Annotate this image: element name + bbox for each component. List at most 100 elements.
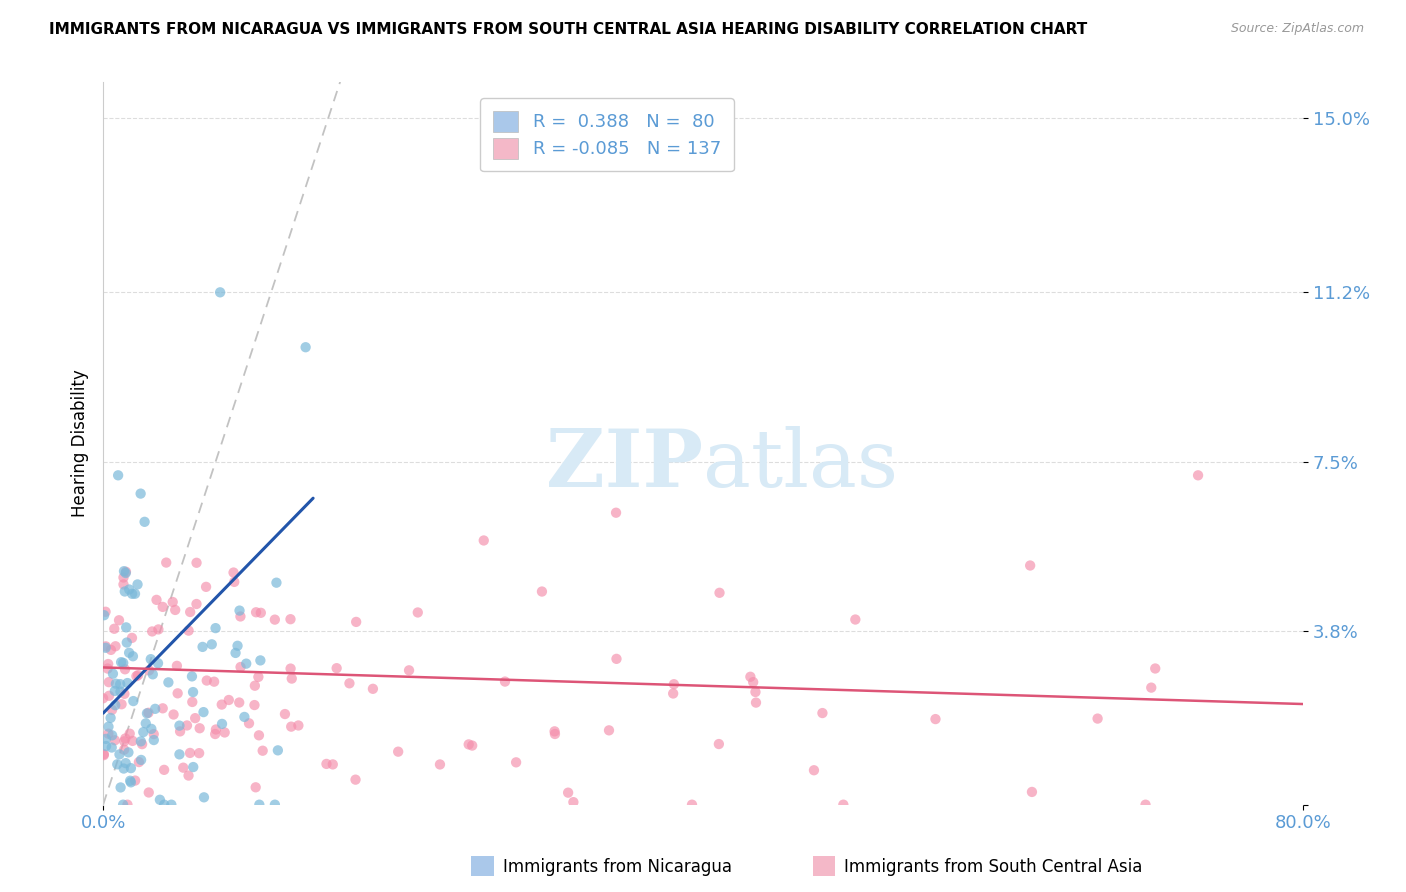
Point: [139, 652, 162, 666]
Point: [598, 723, 620, 738]
Point: [146, 657, 169, 671]
Point: [97, 662, 120, 676]
Point: [114, 566, 136, 580]
Point: [169, 718, 191, 732]
Point: [243, 679, 266, 693]
Point: [127, 577, 149, 591]
Point: [120, 775, 142, 789]
Point: [97, 657, 120, 671]
Point: [142, 667, 165, 681]
Point: [91, 691, 114, 706]
Point: [179, 746, 201, 760]
Point: [169, 724, 191, 739]
Point: [94, 739, 117, 753]
Point: [122, 694, 145, 708]
Point: [138, 706, 160, 720]
Point: [105, 757, 128, 772]
Point: [267, 743, 290, 757]
Point: [287, 718, 309, 732]
Point: [233, 710, 256, 724]
Point: [274, 706, 297, 721]
Point: [118, 582, 141, 597]
Point: [681, 797, 703, 812]
Point: [188, 746, 211, 760]
Point: [141, 624, 163, 639]
Point: [143, 702, 166, 716]
Point: [226, 639, 249, 653]
Point: [122, 649, 145, 664]
Point: [100, 740, 122, 755]
Point: [149, 793, 172, 807]
Point: [97, 675, 120, 690]
Point: [100, 643, 122, 657]
Point: [247, 797, 270, 812]
Point: [1019, 558, 1042, 573]
Point: [172, 761, 194, 775]
Point: [93, 747, 115, 761]
Point: [120, 761, 142, 775]
Point: [94, 731, 117, 746]
Point: [229, 609, 252, 624]
Point: [709, 586, 731, 600]
Point: [136, 706, 159, 721]
Point: [494, 674, 516, 689]
Point: [235, 657, 257, 671]
Point: [181, 669, 204, 683]
Point: [211, 698, 233, 712]
Point: [924, 712, 946, 726]
Point: [280, 612, 302, 626]
Point: [112, 656, 135, 670]
Point: [832, 797, 855, 812]
Text: IMMIGRANTS FROM NICARAGUA VS IMMIGRANTS FROM SOUTH CENTRAL ASIA HEARING DISABILI: IMMIGRANTS FROM NICARAGUA VS IMMIGRANTS …: [49, 22, 1087, 37]
Point: [740, 670, 762, 684]
Text: Immigrants from South Central Asia: Immigrants from South Central Asia: [844, 858, 1142, 876]
Point: [110, 655, 132, 669]
Point: [104, 684, 127, 698]
Point: [803, 764, 825, 778]
Point: [135, 716, 157, 731]
Point: [110, 698, 132, 712]
Point: [742, 675, 765, 690]
Point: [844, 613, 866, 627]
Point: [98, 689, 121, 703]
Point: [249, 653, 271, 667]
Point: [121, 734, 143, 748]
Point: [129, 486, 152, 500]
Text: Immigrants from Nicaragua: Immigrants from Nicaragua: [503, 858, 733, 876]
Point: [152, 599, 174, 614]
Point: [195, 673, 218, 688]
Point: [1087, 712, 1109, 726]
Point: [101, 703, 124, 717]
Point: [166, 686, 188, 700]
Point: [153, 797, 176, 812]
Point: [115, 635, 138, 649]
Point: [280, 720, 302, 734]
Point: [1140, 681, 1163, 695]
Point: [114, 584, 136, 599]
Point: [243, 698, 266, 712]
Point: [193, 790, 215, 805]
Point: [195, 580, 218, 594]
Point: [166, 658, 188, 673]
Point: [157, 675, 180, 690]
Point: [811, 706, 834, 720]
Point: [562, 795, 585, 809]
Point: [152, 701, 174, 715]
Point: [142, 733, 165, 747]
Point: [181, 760, 204, 774]
Point: [457, 738, 479, 752]
Point: [110, 780, 132, 795]
Point: [94, 640, 117, 655]
Point: [112, 577, 135, 591]
Point: [103, 622, 125, 636]
Point: [186, 556, 208, 570]
Point: [228, 696, 250, 710]
Point: [124, 773, 146, 788]
Point: [104, 698, 127, 713]
Point: [104, 733, 127, 747]
Point: [1021, 785, 1043, 799]
Point: [121, 631, 143, 645]
Legend: R =  0.388   N =  80, R = -0.085   N = 137: R = 0.388 N = 80, R = -0.085 N = 137: [481, 98, 734, 171]
Point: [93, 748, 115, 763]
Point: [118, 727, 141, 741]
